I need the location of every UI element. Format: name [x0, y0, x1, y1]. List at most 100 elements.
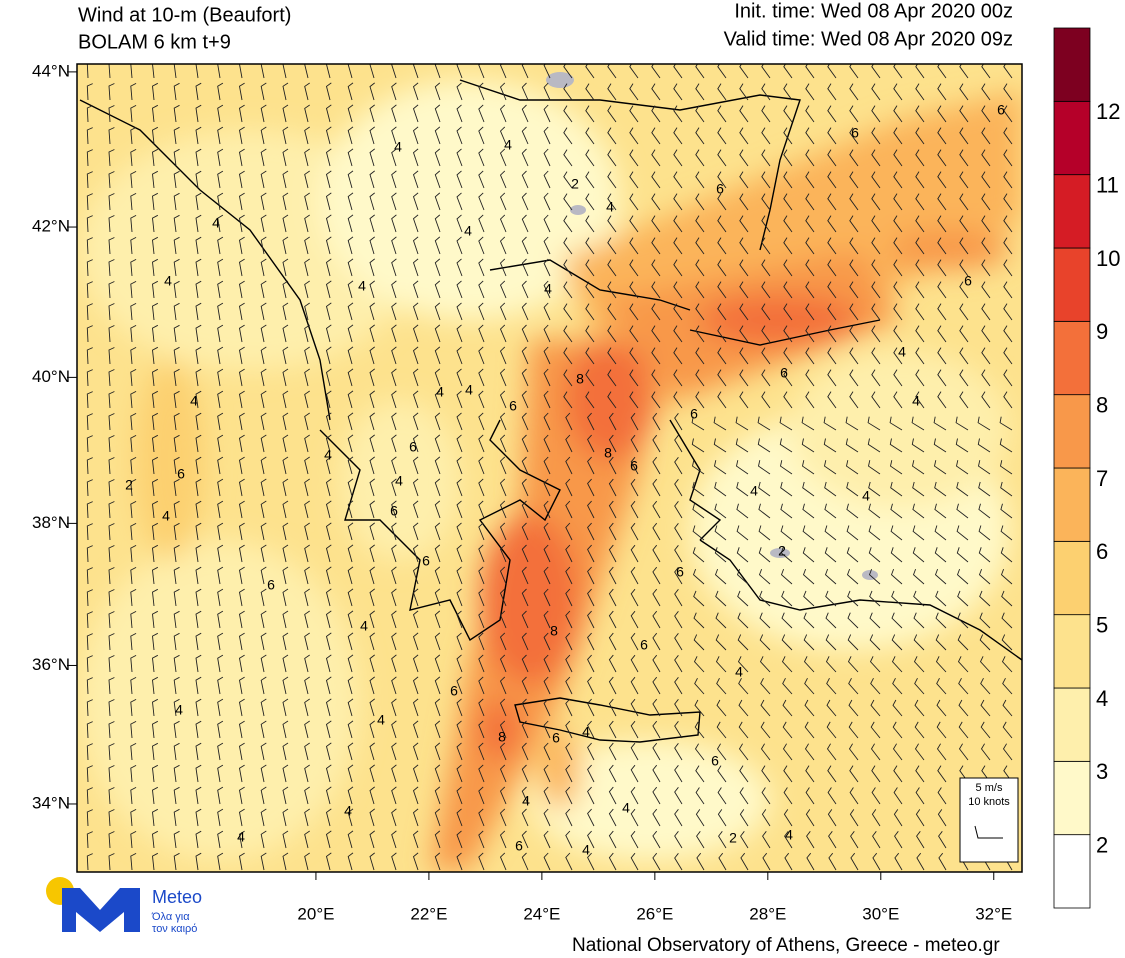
wind-barb: [478, 610, 485, 629]
wind-barb: [651, 127, 661, 145]
wind-barb: [911, 460, 925, 475]
wind-barb: [629, 193, 639, 211]
wind-barb: [981, 215, 991, 233]
wind-barb: [827, 237, 837, 255]
colorbar-label: 11: [1096, 172, 1119, 197]
wind-barb: [282, 302, 289, 321]
wind-barb: [652, 632, 661, 651]
wind-barb: [456, 346, 463, 365]
wind-barb: [434, 258, 441, 277]
wind-barb: [736, 481, 749, 497]
wind-barb: [521, 852, 529, 871]
wind-barb: [652, 852, 661, 871]
wind-barb: [868, 525, 881, 541]
wind-barb: [86, 105, 93, 123]
wind-barb: [347, 434, 354, 453]
wind-barb: [937, 369, 947, 387]
wind-barb: [282, 544, 289, 563]
wind-barb: [739, 259, 749, 277]
wind-barb: [434, 852, 441, 871]
wind-barb: [587, 808, 595, 827]
wind-barb: [871, 149, 881, 167]
wind-barb: [304, 588, 310, 607]
wind-barb: [521, 104, 529, 123]
wind-barb: [585, 64, 595, 79]
wind-barb: [630, 478, 639, 497]
wind-barb: [802, 481, 815, 497]
wind-barbs: [86, 64, 1013, 871]
wind-barb: [543, 522, 551, 541]
colorbar-label: 9: [1096, 319, 1108, 344]
colorbar-label: 5: [1096, 612, 1108, 637]
wind-barb: [282, 258, 289, 277]
wind-barb: [673, 64, 683, 79]
wind-barb: [959, 347, 969, 365]
wind-barb: [108, 83, 115, 101]
wind-barb: [217, 324, 224, 343]
wind-barb: [893, 149, 903, 167]
contour-label: 4: [344, 803, 352, 819]
wind-barb: [630, 412, 639, 431]
colorbar-label: 3: [1096, 759, 1108, 784]
wind-barb: [195, 742, 202, 761]
wind-barb: [347, 764, 354, 783]
colorbar-segment: [1053, 100, 1091, 176]
wind-barb: [369, 632, 375, 651]
wind-barb: [651, 215, 661, 233]
wind-barb: [347, 170, 354, 189]
wind-barb: [304, 104, 310, 123]
wind-barb: [735, 460, 749, 475]
wind-barb: [369, 764, 375, 783]
wind-barb: [674, 765, 683, 783]
wind-barb: [629, 369, 639, 387]
wind-barb: [911, 416, 925, 431]
wind-barb: [217, 258, 224, 277]
wind-barb: [695, 83, 705, 101]
wind-barb: [108, 435, 115, 453]
wind-barb: [870, 699, 881, 717]
wind-barb: [717, 237, 727, 255]
wind-barb: [260, 808, 267, 827]
wind-barb: [217, 786, 224, 805]
wind-barb: [673, 215, 683, 233]
wind-barb: [325, 236, 332, 255]
wind-barb: [239, 698, 245, 717]
wind-barb: [304, 676, 310, 695]
wind-barb: [239, 830, 245, 849]
wind-barb: [173, 764, 180, 783]
wind-barb: [152, 126, 159, 145]
wind-barb: [871, 215, 881, 233]
wind-barb: [173, 434, 180, 453]
wind-barb: [607, 303, 617, 321]
wind-barb: [86, 589, 93, 607]
contour-label: 4: [395, 473, 403, 489]
wind-barb: [260, 434, 267, 453]
wind-barb: [758, 503, 771, 519]
wind-barb: [651, 281, 661, 299]
wind-barb: [827, 193, 837, 211]
wind-barb: [565, 610, 573, 629]
wind-barb: [674, 435, 683, 453]
wind-barb: [607, 193, 617, 211]
wind-barb: [369, 522, 375, 541]
wind-barb: [565, 566, 573, 585]
wind-barb: [456, 64, 463, 79]
legend-knots: 10 knots: [968, 796, 1010, 808]
wind-barb: [391, 654, 397, 673]
wind-barb: [304, 434, 310, 453]
wind-barb: [651, 391, 661, 409]
wind-barb: [304, 214, 310, 233]
x-tick-label: 30°E: [862, 904, 899, 923]
wind-barb: [823, 460, 837, 475]
wind-barb: [780, 525, 793, 541]
x-tick-label: 20°E: [297, 904, 334, 923]
wind-barb: [478, 852, 485, 871]
wind-barb: [391, 170, 397, 189]
wind-barb: [1003, 64, 1013, 79]
wind-barb: [499, 588, 507, 607]
wind-barb: [217, 148, 224, 167]
wind-barb: [674, 677, 683, 695]
wind-barb: [607, 215, 617, 233]
wind-barb: [565, 654, 573, 673]
title: Wind at 10-m (Beaufort): [78, 4, 291, 26]
